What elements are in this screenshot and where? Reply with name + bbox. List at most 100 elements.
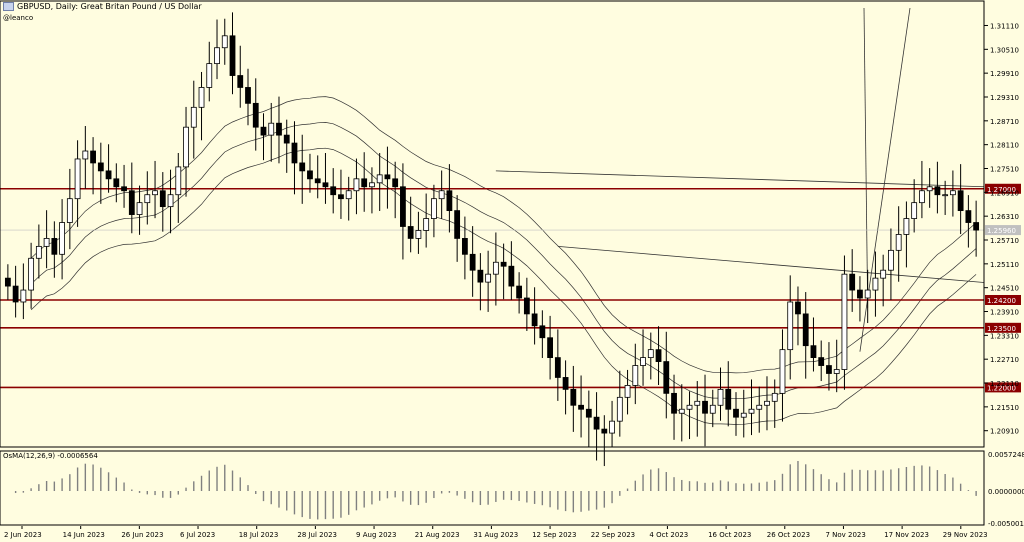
x-tick-label: 12 Sep 2023 (532, 531, 576, 539)
candle-body (392, 178, 399, 188)
candle-body (678, 408, 685, 414)
candle-body (369, 182, 375, 188)
candle-body (136, 202, 143, 215)
candle-body (268, 122, 275, 136)
level-label: 1.27000 (987, 186, 1016, 194)
x-tick-label: 14 Jun 2023 (63, 531, 105, 539)
candle-body (849, 273, 856, 291)
candle-body (764, 400, 770, 406)
osma-histogram (14, 461, 977, 520)
candle-body (880, 269, 887, 279)
candle-body (144, 194, 151, 204)
candle-body (28, 257, 35, 291)
x-tick-label: 4 Oct 2023 (649, 531, 688, 539)
candle-body (283, 134, 290, 144)
x-tick-label: 9 Aug 2023 (356, 531, 396, 539)
candle-body (454, 210, 461, 239)
candle-body (647, 349, 654, 358)
support-resistance-levels: 1.27000 1.24200 1.23500 1.22000 1.25960 (0, 183, 1021, 393)
candle-body (167, 194, 174, 208)
candle-body (415, 230, 422, 239)
level-tag (985, 382, 1021, 393)
candle-body (461, 238, 468, 255)
candle-body (206, 63, 213, 88)
candle-body (43, 238, 50, 247)
y-tick-label: 1.28110 (990, 142, 1019, 150)
x-tick-label: 2 Jun 2023 (4, 531, 42, 539)
osma-axis-label: 0.0000000 (988, 488, 1024, 496)
candle-body (423, 218, 430, 231)
y-tick-label: 1.29910 (990, 70, 1019, 78)
candle-body (152, 190, 158, 196)
x-tick-label: 31 Aug 2023 (473, 531, 518, 539)
y-tick-label: 1.21510 (990, 404, 1019, 412)
candle-body (74, 158, 81, 200)
candle-body (609, 420, 615, 434)
x-tick-label: 7 Nov 2023 (825, 531, 865, 539)
x-tick-label: 28 Jul 2023 (297, 531, 337, 539)
candle-body (601, 428, 608, 434)
level-tag (985, 322, 1021, 333)
candle-body (818, 357, 825, 366)
candle-body (198, 87, 205, 108)
chart-window-icon (3, 2, 14, 11)
candle-body (431, 198, 437, 219)
candle-body (353, 178, 360, 192)
candle-body (500, 261, 507, 267)
candle-body (949, 190, 956, 196)
candle-body (802, 313, 809, 347)
level-tag (985, 294, 1021, 305)
candle-body (314, 178, 321, 184)
level-label: 1.22000 (987, 384, 1016, 392)
candle-body (942, 194, 949, 197)
osma-label: OsMA(12,26,9) -0.0006564 (3, 452, 98, 460)
y-tick-label: 1.31110 (990, 22, 1019, 30)
trend-line (863, 7, 869, 308)
candle-body (795, 301, 801, 315)
y-tick-label: 1.22710 (990, 356, 1019, 364)
candle-body (857, 289, 863, 299)
candle-body (361, 178, 368, 188)
candle-body (330, 186, 337, 196)
candle-body (833, 369, 840, 374)
y-tick-label: 1.25110 (990, 261, 1019, 269)
x-tick-label: 29 Nov 2023 (943, 531, 988, 539)
chart-header: GBPUSD, Daily: Great Britan Pound / US D… (3, 2, 202, 11)
osma-axis-label: 0.0057248 (988, 451, 1024, 459)
chart-title: GBPUSD, Daily: Great Britan Pound / US D… (17, 2, 202, 11)
candle-body (585, 408, 592, 418)
candle-body (20, 289, 27, 303)
candle-body (485, 273, 492, 283)
candle-body (523, 297, 530, 315)
candle-body (895, 234, 902, 251)
candle-body (616, 396, 623, 422)
level-label: 1.23500 (987, 325, 1016, 333)
candle-body (90, 150, 96, 164)
x-tick-label: 21 Aug 2023 (415, 531, 460, 539)
candle-body (655, 349, 662, 362)
candle-body (562, 377, 569, 390)
candle-body (748, 408, 755, 414)
candle-body (245, 87, 251, 104)
candle-body (299, 162, 306, 172)
candle-body (12, 285, 19, 303)
x-tick-label: 16 Oct 2023 (708, 531, 751, 539)
candle-body (694, 400, 701, 406)
envelope-line (30, 122, 977, 400)
candle-body (632, 365, 639, 386)
candle-body (570, 388, 577, 406)
candle-body (35, 245, 42, 259)
x-tick-label: 22 Sep 2023 (591, 531, 635, 539)
candle-body (686, 404, 693, 410)
candle-body (539, 325, 546, 339)
candle-body (82, 150, 89, 160)
candle-body (973, 222, 980, 231)
candle-body (771, 392, 778, 402)
candle-body (787, 301, 794, 351)
candle-body (702, 400, 708, 414)
candle-body (547, 337, 553, 358)
candle-body (105, 170, 112, 180)
candle-body (121, 186, 127, 192)
candle-body (756, 404, 763, 410)
